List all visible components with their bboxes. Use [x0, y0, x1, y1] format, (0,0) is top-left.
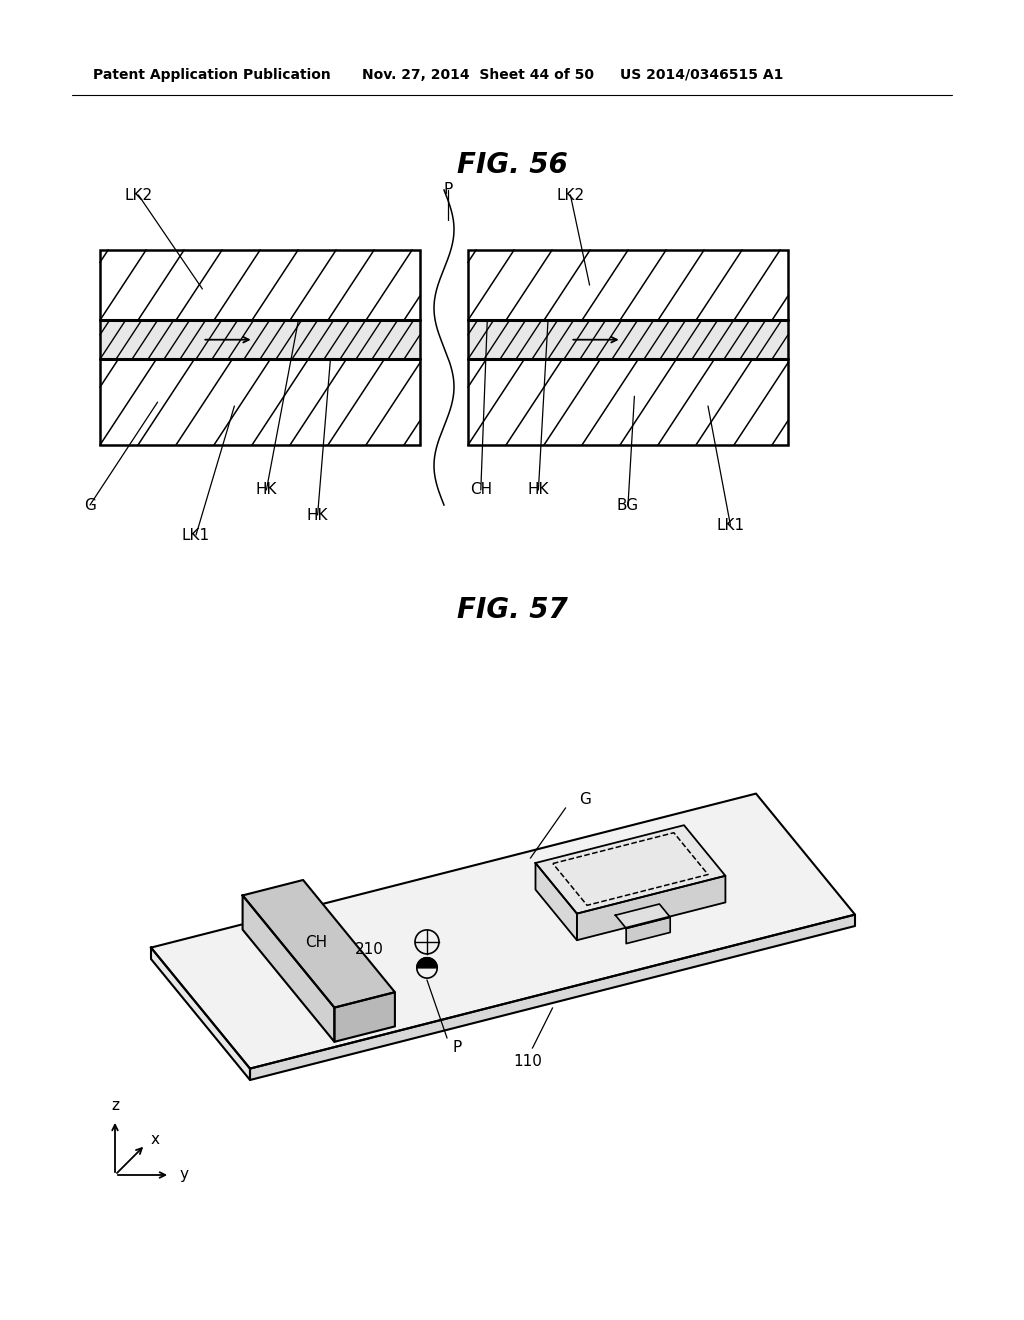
Text: P: P: [453, 1040, 462, 1056]
Polygon shape: [577, 875, 725, 940]
Polygon shape: [468, 321, 788, 359]
Text: BG: BG: [616, 498, 639, 512]
Text: LK1: LK1: [182, 528, 210, 543]
Polygon shape: [151, 948, 250, 1080]
Text: FIG. 57: FIG. 57: [457, 597, 567, 624]
Polygon shape: [100, 359, 420, 445]
Text: Patent Application Publication: Patent Application Publication: [93, 69, 331, 82]
Text: 210: 210: [355, 942, 384, 957]
Polygon shape: [243, 880, 395, 1007]
Text: Nov. 27, 2014  Sheet 44 of 50: Nov. 27, 2014 Sheet 44 of 50: [362, 69, 594, 82]
Text: LK2: LK2: [556, 187, 585, 202]
Polygon shape: [335, 993, 395, 1041]
Polygon shape: [100, 321, 420, 359]
Polygon shape: [468, 359, 788, 445]
Text: G: G: [84, 498, 96, 512]
Polygon shape: [151, 793, 855, 1069]
Text: CH: CH: [305, 935, 328, 950]
Polygon shape: [250, 915, 855, 1080]
Text: 110: 110: [513, 1053, 542, 1068]
Bar: [100, 249, 420, 445]
Text: x: x: [151, 1133, 160, 1147]
Text: P: P: [443, 182, 453, 198]
Polygon shape: [243, 895, 335, 1041]
Text: z: z: [111, 1098, 119, 1114]
Polygon shape: [615, 904, 670, 928]
Polygon shape: [536, 863, 577, 940]
Polygon shape: [417, 958, 437, 968]
Text: HK: HK: [256, 483, 278, 498]
Polygon shape: [468, 249, 788, 321]
Text: HK: HK: [527, 483, 549, 498]
Text: US 2014/0346515 A1: US 2014/0346515 A1: [620, 69, 783, 82]
Polygon shape: [100, 249, 420, 321]
Text: FIG. 56: FIG. 56: [457, 150, 567, 180]
Text: G: G: [580, 792, 592, 808]
Bar: [468, 249, 788, 445]
Text: LK1: LK1: [717, 517, 744, 532]
Text: LK2: LK2: [124, 187, 153, 202]
Text: HK: HK: [307, 507, 329, 523]
Polygon shape: [627, 917, 670, 944]
Text: CH: CH: [470, 483, 492, 498]
Text: y: y: [179, 1167, 188, 1183]
Polygon shape: [536, 825, 725, 913]
